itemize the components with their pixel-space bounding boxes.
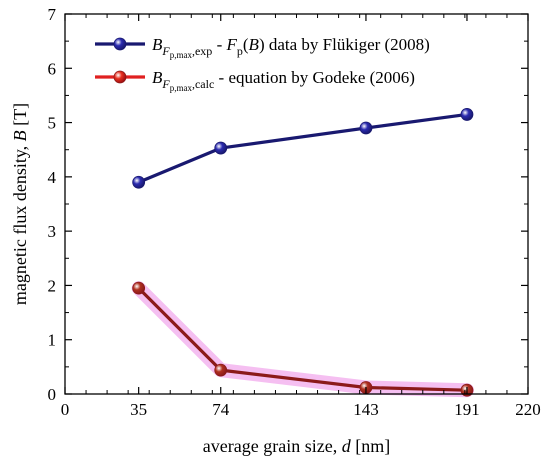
legend-marker-1 — [113, 70, 127, 84]
x-tick-label-1: 35 — [130, 400, 147, 419]
legend: BFp,max,exp - Fp(B) data by Flükiger (20… — [95, 35, 430, 93]
plot-area — [131, 108, 474, 398]
series-line-0 — [138, 112, 468, 184]
legend-label-0: BFp,max,exp - Fp(B) data by Flükiger (20… — [152, 35, 430, 60]
axes: 0 35 74 143 191 220 0 1 2 3 4 5 6 7 average grain size… — [10, 5, 541, 456]
data-point-0-3 — [460, 108, 474, 121]
y-tick-label-6: 6 — [48, 59, 57, 78]
x-tick-label-4: 191 — [454, 400, 480, 419]
data-point-0-0 — [132, 175, 146, 189]
y-axis-label: magnetic flux density, B [T] — [10, 103, 30, 305]
data-point-0-2 — [359, 121, 373, 135]
y-tick-label-0: 0 — [48, 385, 57, 404]
y-tick-label-5: 5 — [48, 114, 57, 133]
x-axis-label: average grain size, d [nm] — [203, 436, 390, 456]
y-tick-label-7: 7 — [48, 5, 57, 24]
legend-label-1: BFp,max,calc - equation by Godeke (2006) — [152, 68, 415, 93]
y-tick-label-1: 1 — [48, 331, 57, 350]
y-tick-label-3: 3 — [48, 222, 57, 241]
x-tick-label-2: 74 — [212, 400, 230, 419]
legend-marker-0 — [113, 37, 127, 51]
x-tick-label-0: 0 — [61, 400, 70, 419]
data-point-1-0 — [132, 281, 146, 295]
y-tick-label-4: 4 — [48, 168, 57, 187]
y-tick-label-2: 2 — [48, 276, 57, 295]
series-line-1 — [137, 287, 468, 392]
x-tick-label-5: 220 — [515, 400, 541, 419]
data-point-0-1 — [214, 141, 228, 155]
x-tick-label-3: 143 — [353, 400, 379, 419]
data-point-1-1 — [214, 363, 228, 377]
